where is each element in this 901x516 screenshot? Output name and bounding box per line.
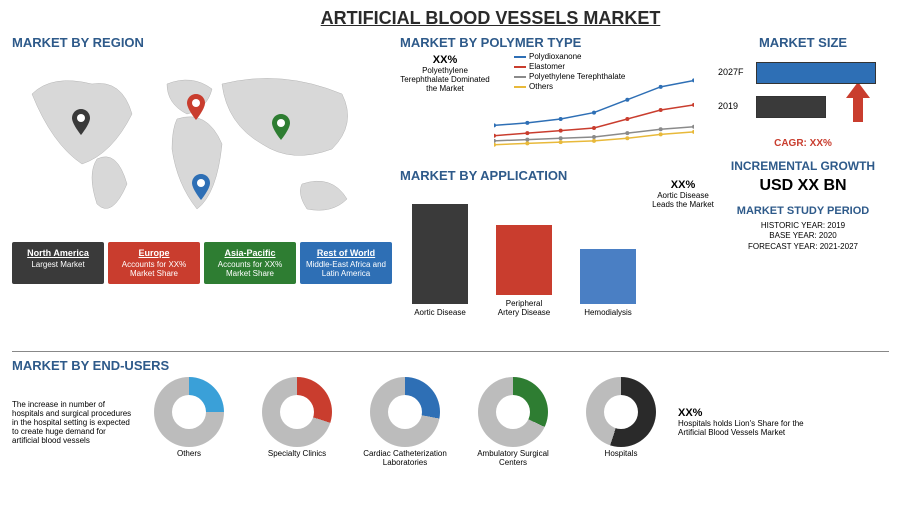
app-bar [496, 225, 552, 295]
study-line: FORECAST YEAR: 2021-2027 [718, 242, 888, 252]
incremental-title: INCREMENTAL GROWTH [718, 159, 888, 173]
donut-label: Ambulatory Surgical Centers [468, 449, 558, 467]
endusers-panel: MARKET BY END-USERS The increase in numb… [12, 358, 889, 467]
application-note: XX% Aortic Disease Leads the Market [648, 179, 718, 209]
polymer-pct: XX% [400, 54, 490, 66]
donut-label: Others [144, 449, 234, 458]
eu-right-pct: XX% [678, 407, 808, 419]
app-bar-wrap: Peripheral Artery Disease [496, 225, 552, 317]
region-card-desc: Largest Market [16, 260, 100, 269]
endusers-note: The increase in number of hospitals and … [12, 400, 132, 445]
endusers-right-note: XX% Hospitals holds Lion's Share for the… [678, 407, 808, 437]
legend-item: Polydioxanone [514, 52, 625, 61]
region-title: MARKET BY REGION [12, 35, 392, 50]
main-title: ARTIFICIAL BLOOD VESSELS MARKET [92, 8, 889, 29]
donut-label: Specialty Clinics [252, 449, 342, 458]
app-bar-label: Hemodialysis [584, 308, 632, 317]
region-card-title: North America [16, 248, 100, 258]
legend-item: Elastomer [514, 62, 625, 71]
size-bar [756, 96, 826, 118]
polymer-line-chart: PolydioxanoneElastomerPolyethylene Terep… [494, 54, 710, 164]
study-line: HISTORIC YEAR: 2019 [718, 221, 888, 231]
region-card: Europe Accounts for XX% Market Share [108, 242, 200, 284]
na-marker [72, 109, 90, 135]
size-bar-chart: 2027F 2019 [718, 54, 888, 134]
region-card: North America Largest Market [12, 242, 104, 284]
region-card: Asia-Pacific Accounts for XX% Market Shar… [204, 242, 296, 284]
ap-marker [272, 114, 290, 140]
donut-wrap: Ambulatory Surgical Centers [468, 377, 558, 467]
app-bar-wrap: Aortic Disease [412, 204, 468, 317]
region-card-title: Europe [112, 248, 196, 258]
region-card: Rest of World Middle-East Africa and Lati… [300, 242, 392, 284]
study-line: BASE YEAR: 2020 [718, 231, 888, 241]
eu-marker [187, 94, 205, 120]
region-cards: North America Largest Market Europe Account… [12, 242, 392, 284]
size-bar-label: 2027F [718, 67, 744, 77]
endusers-title: MARKET BY END-USERS [12, 358, 889, 373]
divider [12, 351, 889, 352]
polymer-note: XX% Polyethylene Terephthalate Dominated… [400, 54, 490, 164]
donut-wrap: Specialty Clinics [252, 377, 342, 467]
donut-label: Hospitals [576, 449, 666, 458]
legend-label: Elastomer [529, 62, 565, 71]
up-arrow-icon [846, 82, 870, 122]
legend-label: Polydioxanone [529, 52, 581, 61]
region-panel: MARKET BY REGION North America Largest Ma… [12, 35, 392, 345]
region-card-desc: Accounts for XX% Market Share [208, 260, 292, 278]
app-bar-label: Aortic Disease [414, 308, 466, 317]
region-card-title: Asia-Pacific [208, 248, 292, 258]
charts-panel: MARKET BY POLYMER TYPE XX% Polyethylene … [400, 35, 710, 345]
donut-chart [262, 377, 332, 447]
application-title: MARKET BY APPLICATION [400, 168, 567, 183]
donut-chart [370, 377, 440, 447]
app-bar [412, 204, 468, 304]
study-title: MARKET STUDY PERIOD [718, 205, 888, 217]
size-title: MARKET SIZE [718, 35, 888, 50]
app-pct: XX% [648, 179, 718, 191]
app-bar-wrap: Hemodialysis [580, 249, 636, 317]
donut-wrap: Hospitals [576, 377, 666, 467]
donut-chart [478, 377, 548, 447]
donut-chart [586, 377, 656, 447]
donut-label: Cardiac Catheterization Laboratories [360, 449, 450, 467]
region-card-desc: Middle-East Africa and Latin America [304, 260, 388, 278]
incremental-value: USD XX BN [718, 177, 888, 195]
world-map [12, 54, 382, 234]
row-marker [192, 174, 210, 200]
donut-wrap: Others [144, 377, 234, 467]
donut-chart [154, 377, 224, 447]
application-bar-chart: XX% Aortic Disease Leads the Market Aort… [400, 187, 710, 317]
donut-wrap: Cardiac Catheterization Laboratories [360, 377, 450, 467]
app-bar [580, 249, 636, 304]
app-note-text: Aortic Disease Leads the Market [648, 191, 718, 209]
study-lines: HISTORIC YEAR: 2019BASE YEAR: 2020FORECA… [718, 221, 888, 252]
app-bar-label: Peripheral Artery Disease [496, 299, 552, 317]
size-bar [756, 62, 876, 84]
size-panel: MARKET SIZE 2027F 2019 CAGR: XX% INCREMEN… [718, 35, 888, 345]
polymer-title: MARKET BY POLYMER TYPE [400, 35, 710, 50]
eu-right-text: Hospitals holds Lion's Share for the Art… [678, 419, 808, 437]
region-card-desc: Accounts for XX% Market Share [112, 260, 196, 278]
size-bar-label: 2019 [718, 101, 738, 111]
polymer-note-text: Polyethylene Terephthalate Dominated the… [400, 66, 490, 93]
region-card-title: Rest of World [304, 248, 388, 258]
cagr-label: CAGR: XX% [718, 138, 888, 149]
